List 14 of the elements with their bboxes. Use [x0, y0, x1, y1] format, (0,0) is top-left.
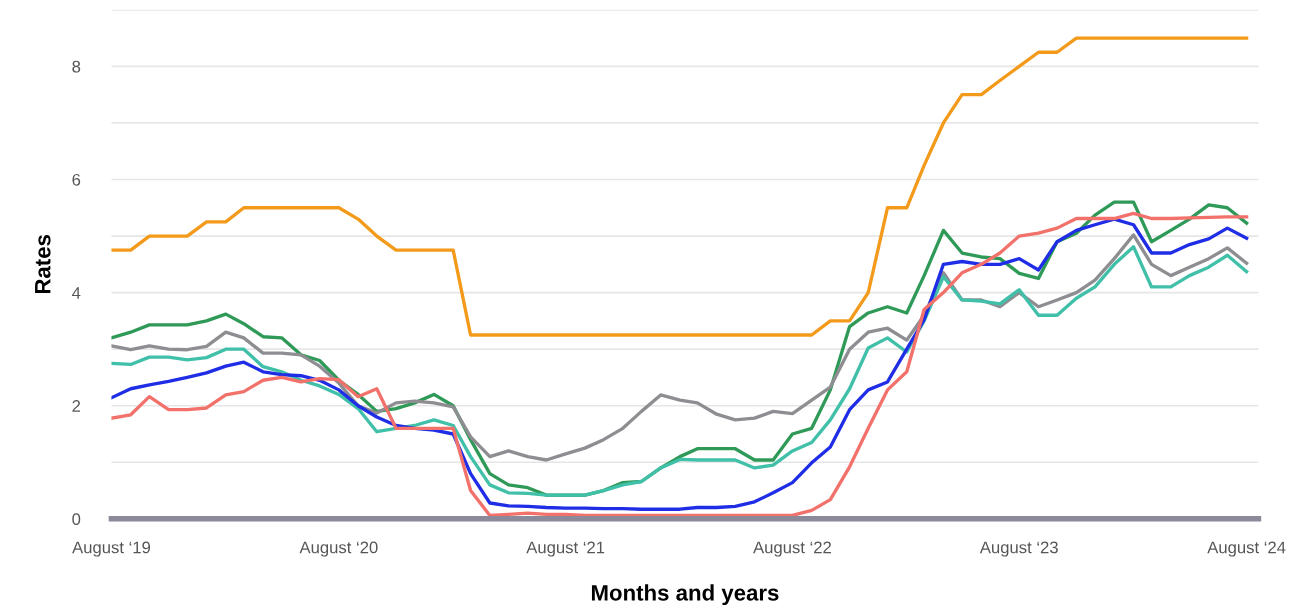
x-tick-label: August ‘22 — [753, 541, 831, 557]
line-series — [111, 36, 1249, 337]
x-tick-label: August ‘23 — [979, 541, 1058, 557]
x-tick-label: August ‘21 — [526, 541, 605, 557]
y-tick-label: 8 — [72, 60, 81, 73]
x-tick-label: August ‘20 — [299, 541, 378, 557]
y-axis-title: Rates — [35, 234, 51, 294]
x-tick-label: August ‘24 — [1207, 541, 1286, 557]
x-axis-title: Months and years — [591, 584, 779, 606]
y-tick-label: 4 — [72, 287, 81, 299]
y-tick-label: 0 — [72, 513, 81, 526]
x-tick-label: August ‘19 — [72, 541, 151, 557]
y-tick-label: 6 — [72, 173, 81, 186]
y-tick-label: 2 — [72, 400, 81, 412]
